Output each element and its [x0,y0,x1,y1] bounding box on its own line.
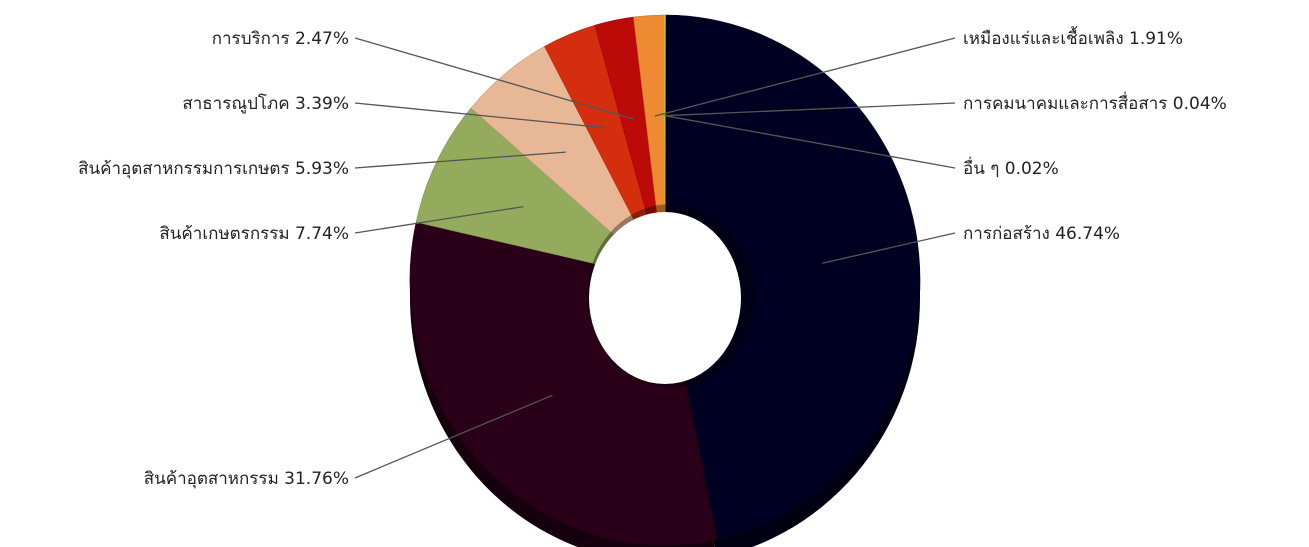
leader-line-6 [354,37,634,120]
slice-label-5: สาธารณูปโภค 3.39% [182,93,349,114]
slice-label-7: เหมืองแร่และเชื้อเพลิง 1.91% [963,26,1183,49]
leader-line-1 [822,232,956,264]
slice-9 [664,14,666,281]
slice-label-4: สินค้าอุตสาหกรรมการเกษตร 5.93% [78,159,349,179]
donut-top-layer [409,14,921,546]
leader-line-2 [354,394,553,479]
slice-label-2: สินค้าอุตสาหกรรม 31.76% [144,469,349,489]
leader-line-4 [354,151,566,169]
slice-label-1: การก่อสร้าง 46.74% [963,224,1120,244]
leader-line-9 [664,115,956,169]
leader-line-3 [354,205,524,234]
slice-label-6: การบริการ 2.47% [212,29,349,49]
leader-line-5 [354,102,606,129]
slice-labels: การบริการ 2.47% สาธารณูปโภค 3.39% สินค้าอุ… [78,26,1227,489]
slice-1 [664,14,921,540]
slice-label-8: การคมนาคมและการสื่อสาร 0.04% [963,91,1227,114]
leader-lines [354,37,956,479]
donut-hole [589,212,741,384]
slice-label-3: สินค้าเกษตรกรรม 7.74% [159,224,349,244]
leader-line-8 [664,102,956,117]
slice-label-9: อื่น ๆ 0.02% [963,156,1059,179]
leader-line-7 [654,37,956,117]
